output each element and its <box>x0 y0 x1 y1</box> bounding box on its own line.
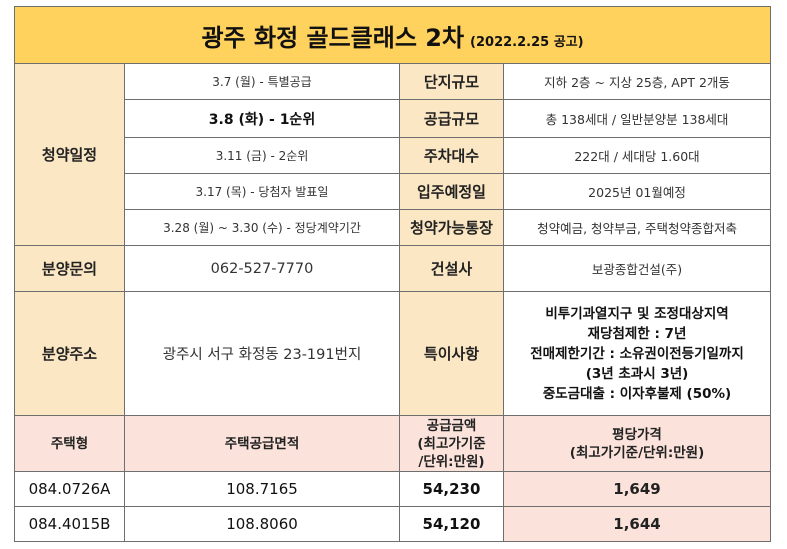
schedule-row-4: 3.17 (목) - 당첨자 발표일 입주예정일 2025년 01월예정 <box>15 173 772 210</box>
info-label: 주차대수 <box>399 137 504 174</box>
info-value: 222대 / 세대당 1.60대 <box>502 137 772 174</box>
note-line: 비투기과열지구 및 조정대상지역 <box>545 305 729 322</box>
schedule-row-5: 3.28 (월) ~ 3.30 (수) - 정당계약기간 청약가능통장 청약예금… <box>15 209 772 246</box>
info-label: 청약가능통장 <box>399 209 504 246</box>
info-label: 입주예정일 <box>399 173 504 210</box>
schedule-item: 3.28 (월) ~ 3.30 (수) - 정당계약기간 <box>124 209 400 246</box>
apartment-info-table: 광주 화정 골드클래스 2차 (2022.2.25 공고) 청약일정 3.7 (월… <box>13 6 772 542</box>
house-type-cell: 084.4015B <box>14 506 125 542</box>
builder-label: 건설사 <box>399 245 504 292</box>
table-row: 084.4015B 108.8060 54,120 1,644 <box>14 506 772 542</box>
info-value: 청약예금, 청약부금, 주택청약종합저축 <box>502 209 772 246</box>
price-header-row: 주택형 주택공급면적 공급금액 (최고가기준 /단위:만원) 평당가격 (최고가… <box>14 415 772 472</box>
address-label: 분양주소 <box>14 291 125 416</box>
title-row: 광주 화정 골드클래스 2차 (2022.2.25 공고) <box>13 6 772 64</box>
header-line: /단위:만원) <box>418 453 485 470</box>
schedule-label: 청약일정 <box>14 63 125 246</box>
supply-price-cell: 54,120 <box>399 506 504 542</box>
info-label: 단지규모 <box>399 63 504 100</box>
col-header-supply-price: 공급금액 (최고가기준 /단위:만원) <box>399 415 504 472</box>
header-line: (최고가기준 <box>417 435 486 452</box>
pyeong-price-cell: 1,649 <box>502 471 772 507</box>
announcement-sheet: 광주 화정 골드클래스 2차 (2022.2.25 공고) 청약일정 3.7 (월… <box>13 6 772 542</box>
page-title: 광주 화정 골드클래스 2차 (2022.2.25 공고) <box>13 6 772 64</box>
inquiry-row: 분양문의 062-527-7770 건설사 보광종합건설(주) <box>14 245 772 292</box>
header-line: 평당가격 <box>612 426 662 443</box>
schedule-item: 3.11 (금) - 2순위 <box>124 137 400 174</box>
area-cell: 108.7165 <box>124 471 400 507</box>
header-line: (최고가기준/단위:만원) <box>569 444 705 461</box>
note-line: 재당첨제한 : 7년 <box>587 325 687 342</box>
address-value: 광주시 서구 화정동 23-191번지 <box>124 291 400 416</box>
pyeong-price-cell: 1,644 <box>502 506 772 542</box>
inquiry-label: 분양문의 <box>14 245 125 292</box>
info-value: 2025년 01월예정 <box>502 173 772 210</box>
info-value: 총 138세대 / 일반분양분 138세대 <box>502 99 772 138</box>
schedule-row-1: 청약일정 3.7 (월) - 특별공급 단지규모 지하 2층 ~ 지상 25층,… <box>14 63 772 246</box>
supply-price-cell: 54,230 <box>399 471 504 507</box>
schedule-row-3: 3.11 (금) - 2순위 주차대수 222대 / 세대당 1.60대 <box>15 137 772 174</box>
note-line: 전매제한기간 : 소유권이전등기일까지 <box>530 345 744 362</box>
house-type-cell: 084.0726A <box>14 471 125 507</box>
note-line: 중도금대출 : 이자후불제 (50%) <box>542 385 732 402</box>
header-line: 공급금액 <box>426 417 477 434</box>
col-header-area: 주택공급면적 <box>124 415 400 472</box>
announcement-date: (2022.2.25 공고) <box>470 34 584 50</box>
inquiry-phone: 062-527-7770 <box>124 245 400 292</box>
table-row: 084.0726A 108.7165 54,230 1,649 <box>14 471 772 507</box>
schedule-item: 3.8 (화) - 1순위 <box>124 99 400 138</box>
info-value: 지하 2층 ~ 지상 25층, APT 2개동 <box>502 63 772 100</box>
notes-label: 특이사항 <box>399 291 504 416</box>
col-header-pyeong-price: 평당가격 (최고가기준/단위:만원) <box>502 415 772 472</box>
address-row: 분양주소 광주시 서구 화정동 23-191번지 특이사항 비투기과열지구 및 … <box>14 291 772 416</box>
area-cell: 108.8060 <box>124 506 400 542</box>
builder-value: 보광종합건설(주) <box>502 245 772 292</box>
note-line: (3년 초과시 3년) <box>585 365 689 382</box>
title-text: 광주 화정 골드클래스 2차 <box>201 23 465 52</box>
schedule-item: 3.17 (목) - 당첨자 발표일 <box>124 173 400 210</box>
col-header-type: 주택형 <box>14 415 125 472</box>
schedule-row-2: 3.8 (화) - 1순위 공급규모 총 138세대 / 일반분양분 138세대 <box>15 99 772 138</box>
info-label: 공급규모 <box>399 99 504 138</box>
schedule-item: 3.7 (월) - 특별공급 <box>124 63 400 100</box>
notes-content: 비투기과열지구 및 조정대상지역 재당첨제한 : 7년 전매제한기간 : 소유권… <box>502 291 772 416</box>
